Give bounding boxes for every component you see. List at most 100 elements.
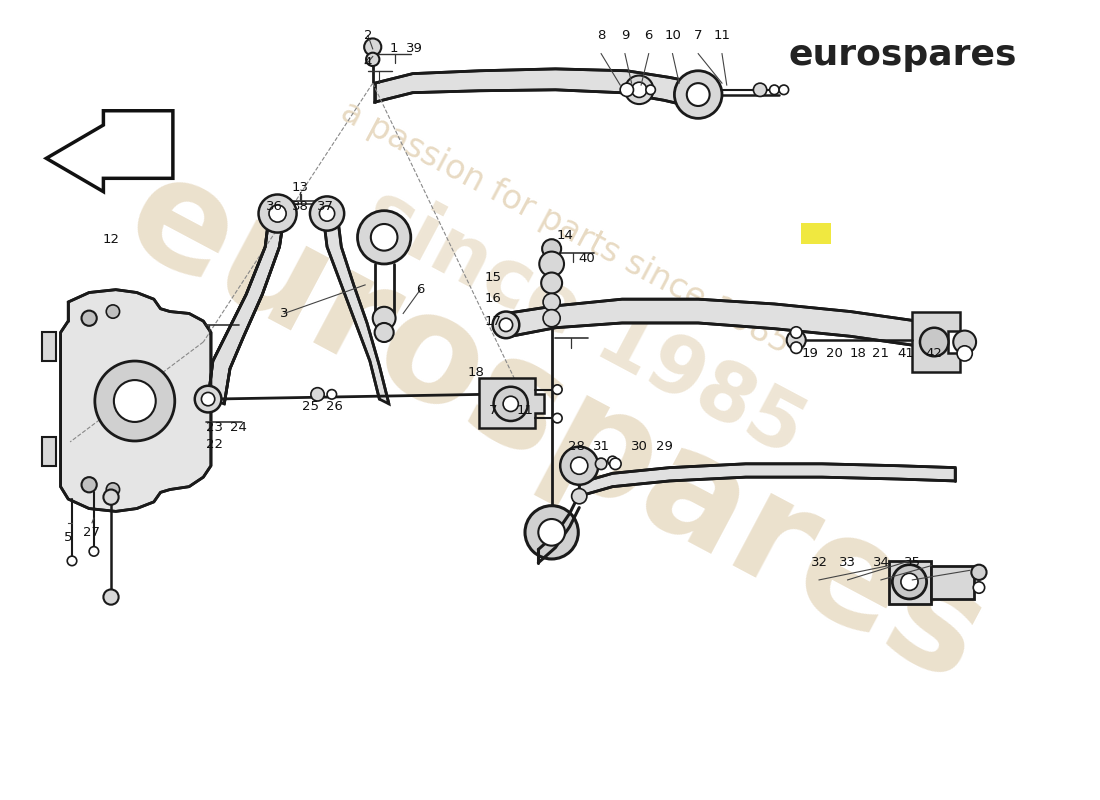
Text: 21: 21	[872, 347, 890, 360]
Circle shape	[625, 75, 653, 104]
Text: 1: 1	[389, 42, 398, 55]
Text: 38: 38	[292, 200, 309, 214]
Circle shape	[779, 85, 789, 94]
Text: 6: 6	[645, 29, 653, 42]
Circle shape	[571, 457, 587, 474]
Polygon shape	[42, 333, 56, 361]
Text: 32: 32	[811, 556, 827, 570]
Text: 28: 28	[568, 440, 585, 453]
Text: 7: 7	[490, 404, 498, 417]
Circle shape	[81, 310, 97, 326]
Circle shape	[114, 380, 156, 422]
Circle shape	[366, 53, 379, 66]
Polygon shape	[322, 209, 389, 404]
Circle shape	[494, 386, 528, 421]
Text: 11: 11	[517, 404, 534, 417]
Circle shape	[103, 590, 119, 605]
Circle shape	[754, 83, 767, 97]
Text: 41: 41	[898, 347, 914, 360]
Text: 37: 37	[317, 200, 333, 214]
Text: 22: 22	[207, 438, 223, 451]
Circle shape	[686, 83, 710, 106]
Polygon shape	[208, 209, 285, 404]
Circle shape	[95, 361, 175, 441]
Text: 16: 16	[484, 292, 502, 305]
Circle shape	[327, 390, 337, 399]
Text: 39: 39	[406, 42, 424, 55]
Circle shape	[543, 310, 560, 326]
Circle shape	[539, 251, 564, 276]
Circle shape	[375, 323, 394, 342]
Circle shape	[499, 318, 513, 331]
Text: a passion for parts since 1985: a passion for parts since 1985	[334, 95, 795, 361]
Circle shape	[525, 506, 579, 559]
Circle shape	[674, 70, 722, 118]
Text: since 1985: since 1985	[351, 174, 817, 472]
Circle shape	[572, 489, 587, 504]
Text: 7: 7	[694, 29, 703, 42]
Text: 34: 34	[872, 556, 890, 570]
Text: 19: 19	[802, 347, 818, 360]
Polygon shape	[60, 290, 211, 511]
Circle shape	[258, 194, 297, 233]
Circle shape	[971, 565, 987, 580]
Text: 40: 40	[579, 252, 595, 265]
Circle shape	[67, 556, 77, 566]
Text: 17: 17	[484, 314, 502, 327]
Text: 35: 35	[904, 556, 921, 570]
Text: 6: 6	[416, 283, 425, 296]
Text: 12: 12	[102, 233, 120, 246]
Circle shape	[311, 388, 324, 401]
Text: eurospares: eurospares	[789, 38, 1018, 71]
Text: 3: 3	[280, 307, 288, 320]
Polygon shape	[375, 69, 698, 107]
Text: 18: 18	[468, 366, 484, 379]
Circle shape	[595, 458, 607, 470]
Circle shape	[89, 546, 99, 556]
Circle shape	[542, 239, 561, 258]
Polygon shape	[580, 464, 955, 496]
Text: 20: 20	[826, 347, 843, 360]
Circle shape	[791, 326, 802, 338]
Text: 5: 5	[64, 530, 73, 543]
Circle shape	[270, 205, 286, 222]
Circle shape	[608, 456, 617, 466]
Circle shape	[493, 311, 519, 338]
Circle shape	[954, 330, 976, 354]
Text: 33: 33	[839, 556, 856, 570]
Circle shape	[609, 458, 622, 470]
Text: 18: 18	[849, 347, 867, 360]
Text: 36: 36	[266, 200, 283, 214]
Circle shape	[319, 206, 334, 221]
Polygon shape	[506, 299, 946, 350]
Circle shape	[364, 38, 382, 55]
Text: 10: 10	[664, 29, 681, 42]
Polygon shape	[480, 378, 544, 428]
Circle shape	[107, 483, 120, 496]
Circle shape	[107, 305, 120, 318]
Polygon shape	[889, 561, 932, 604]
Circle shape	[646, 85, 656, 94]
Text: 13: 13	[292, 182, 309, 194]
Text: 24: 24	[230, 421, 248, 434]
Circle shape	[892, 565, 926, 599]
Text: 8: 8	[597, 29, 605, 42]
Circle shape	[631, 82, 647, 98]
Text: 29: 29	[657, 440, 673, 453]
Circle shape	[920, 328, 948, 356]
Text: 14: 14	[557, 229, 573, 242]
Circle shape	[103, 490, 119, 505]
Circle shape	[358, 210, 410, 264]
Text: eurospares: eurospares	[102, 141, 1009, 714]
Circle shape	[901, 574, 918, 590]
Circle shape	[371, 224, 397, 250]
Circle shape	[620, 83, 634, 97]
Text: 26: 26	[327, 400, 343, 414]
Circle shape	[791, 342, 802, 354]
Text: 27: 27	[84, 526, 100, 539]
Circle shape	[201, 393, 214, 406]
Circle shape	[770, 85, 779, 94]
FancyBboxPatch shape	[801, 223, 832, 244]
Circle shape	[195, 386, 221, 413]
Text: 15: 15	[484, 270, 502, 284]
